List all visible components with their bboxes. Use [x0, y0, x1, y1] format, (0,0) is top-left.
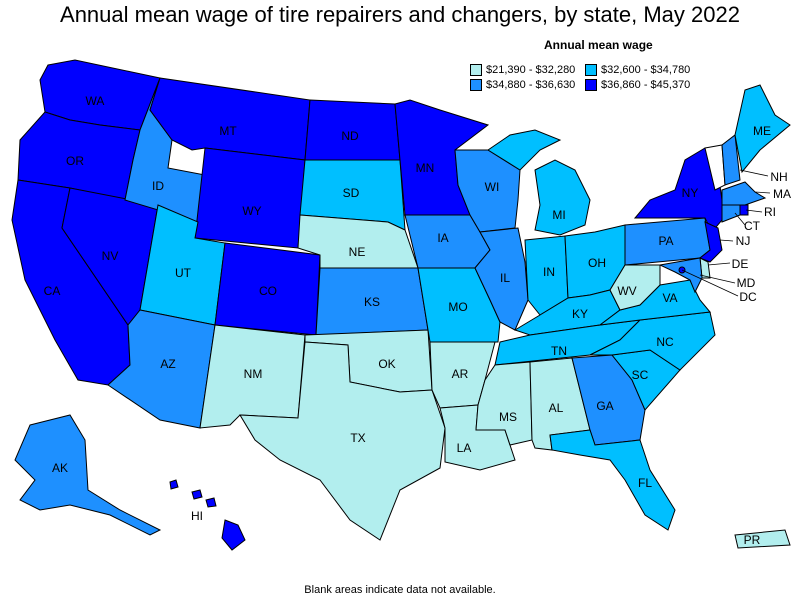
state-label: WI — [485, 180, 500, 194]
state-label: ND — [341, 129, 359, 143]
legend-swatch — [585, 63, 597, 76]
legend-item: $34,880 - $36,630 — [470, 77, 585, 92]
state-label: SC — [632, 368, 649, 382]
leader-line — [719, 239, 734, 242]
state-label: IA — [437, 231, 448, 245]
leader-line — [707, 262, 731, 266]
state-nh[interactable] — [721, 134, 741, 186]
state-fl[interactable] — [549, 429, 676, 531]
state-label: OK — [378, 357, 395, 371]
state-label: WA — [86, 94, 105, 108]
state-tx[interactable] — [239, 341, 446, 541]
state-label: AZ — [160, 357, 175, 371]
state-label: CO — [259, 284, 277, 298]
state-label: MD — [737, 276, 756, 290]
state-label: GA — [596, 399, 613, 413]
state-label: LA — [457, 441, 472, 455]
state-label: TN — [551, 344, 567, 358]
state-pr[interactable] — [734, 529, 791, 549]
state-nj[interactable] — [699, 221, 723, 263]
leader-line — [734, 212, 746, 226]
state-label: AK — [52, 461, 68, 475]
map-title: Annual mean wage of tire repairers and c… — [60, 2, 740, 27]
state-label: PA — [658, 234, 673, 248]
state-hi-islands[interactable] — [169, 479, 217, 508]
state-ak[interactable] — [14, 414, 162, 536]
leader-line — [699, 274, 736, 284]
state-label: MI — [552, 208, 565, 222]
state-label: IN — [543, 265, 555, 279]
state-label: WY — [242, 204, 261, 218]
state-nc[interactable] — [589, 311, 716, 371]
legend-item: $32,600 - $34,780 — [585, 62, 700, 77]
state-label: ID — [152, 179, 164, 193]
legend-label: $32,600 - $34,780 — [601, 63, 691, 76]
legend-label: $21,390 - $32,280 — [486, 63, 576, 76]
legend-title: Annual mean wage — [544, 38, 653, 52]
state-label: RI — [764, 205, 776, 219]
state-ma[interactable] — [721, 181, 767, 206]
legend-swatch — [470, 63, 482, 76]
state-label: FL — [638, 476, 652, 490]
state-label: OR — [66, 154, 84, 168]
leader-line — [745, 209, 763, 213]
state-label: MA — [773, 187, 791, 201]
state-label: MS — [499, 410, 517, 424]
state-wy[interactable] — [194, 147, 306, 249]
state-label: SD — [343, 186, 360, 200]
leader-line — [739, 169, 769, 177]
state-label: PR — [744, 533, 761, 547]
state-label: WV — [617, 284, 636, 298]
state-label: NJ — [736, 234, 751, 248]
state-label: IL — [500, 271, 510, 285]
state-mt[interactable] — [149, 77, 311, 161]
state-ct[interactable] — [721, 204, 741, 223]
state-label: AR — [452, 367, 469, 381]
state-label: NH — [770, 170, 787, 184]
state-label: OH — [588, 256, 606, 270]
leader-line — [681, 269, 739, 297]
state-label: MT — [219, 124, 237, 138]
state-me[interactable] — [734, 84, 791, 174]
legend-label: $36,860 - $45,370 — [601, 78, 691, 91]
state-il[interactable] — [474, 227, 529, 331]
state-label: DE — [732, 257, 749, 271]
state-label: NM — [244, 367, 263, 381]
state-label: VA — [662, 291, 677, 305]
leader-line — [754, 191, 771, 194]
state-mi-upper[interactable] — [487, 129, 562, 171]
state-label: KY — [572, 307, 588, 321]
legend-label: $34,880 - $36,630 — [486, 78, 576, 91]
state-label: MN — [416, 161, 435, 175]
legend-swatch — [470, 78, 482, 91]
state-hi[interactable] — [221, 519, 246, 551]
legend-item: $36,860 - $45,370 — [585, 77, 700, 92]
state-label: AL — [549, 401, 564, 415]
state-label: HI — [191, 509, 203, 523]
state-label: UT — [175, 266, 192, 280]
state-label: KS — [364, 295, 380, 309]
state-label: NE — [349, 245, 366, 259]
state-label: CA — [44, 284, 61, 298]
state-label: NC — [656, 335, 674, 349]
state-label: TX — [350, 431, 365, 445]
state-label: MO — [448, 300, 467, 314]
legend-row: $21,390 - $32,280 $32,600 - $34,780 — [470, 62, 700, 77]
legend-item: $21,390 - $32,280 — [470, 62, 585, 77]
state-label: CT — [744, 219, 761, 233]
legend-row: $34,880 - $36,630 $36,860 - $45,370 — [470, 77, 700, 92]
state-label: NY — [682, 186, 699, 200]
state-mi[interactable] — [534, 159, 591, 236]
legend: Annual mean wage $21,390 - $32,280 $32,6… — [470, 38, 700, 92]
state-label: ME — [753, 124, 771, 138]
state-label: DC — [739, 290, 757, 304]
footnote: Blank areas indicate data not available. — [304, 584, 496, 596]
state-md[interactable] — [658, 257, 703, 294]
legend-swatch — [585, 78, 597, 91]
state-label: NV — [102, 249, 119, 263]
